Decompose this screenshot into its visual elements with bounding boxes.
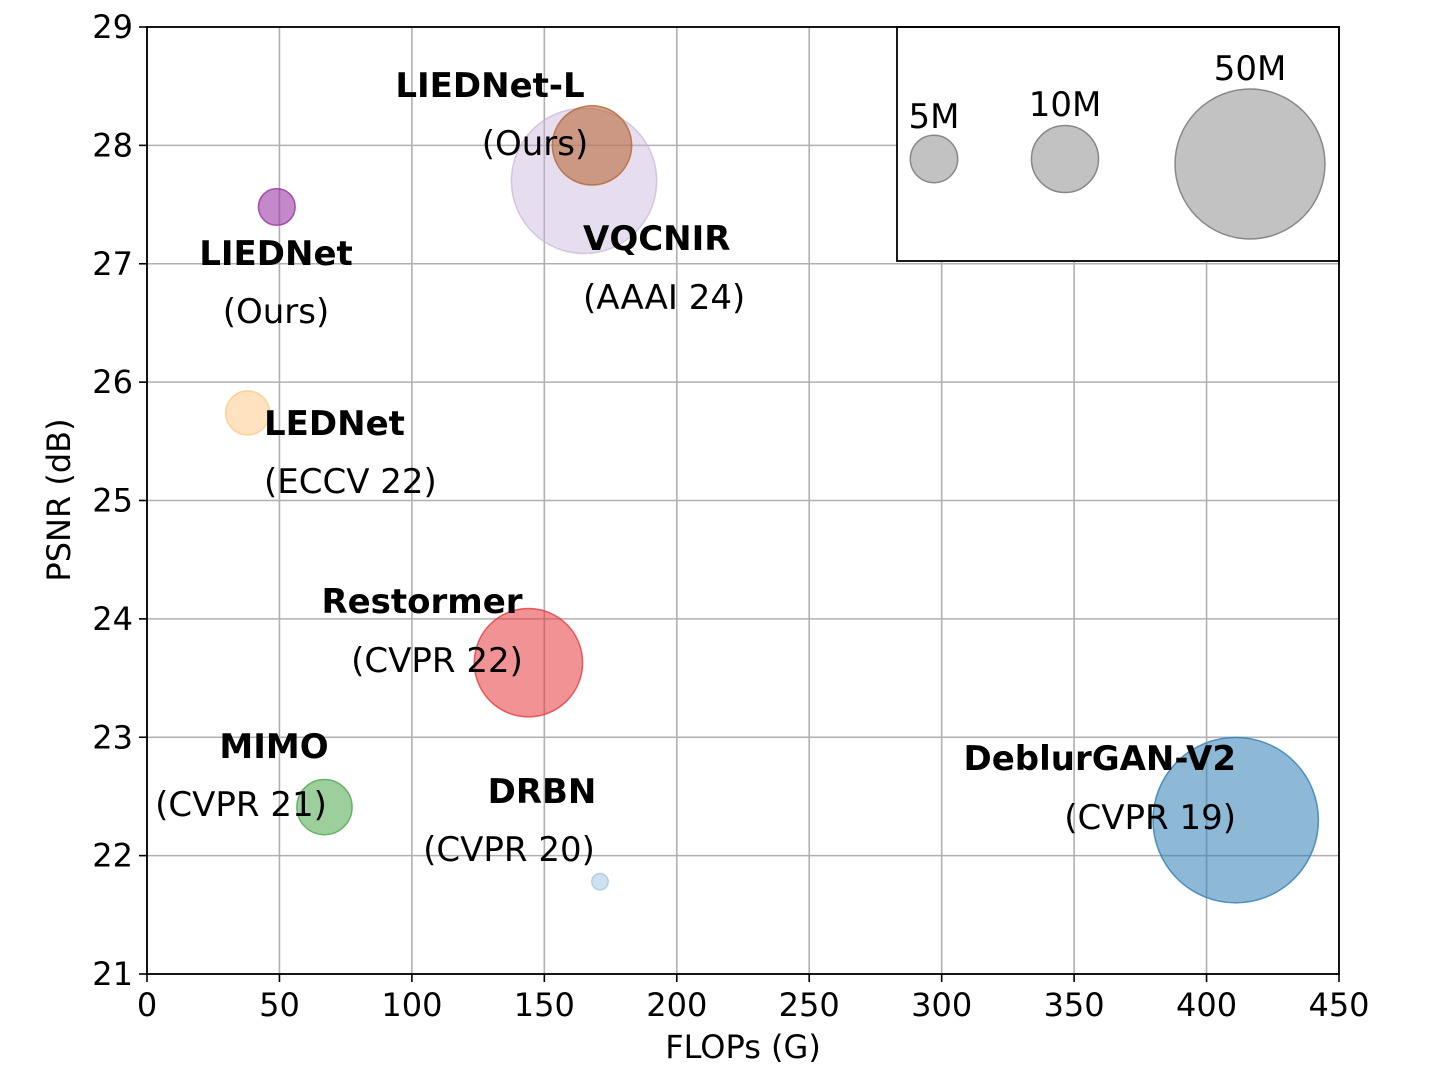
- bubble-liednet: [257, 187, 296, 227]
- y-tick-label: 21: [92, 955, 133, 993]
- x-tick-label: 50: [259, 986, 300, 1024]
- axis-ticks: 0 50 100 150 200 250 300 350 400 450 21 22 23 24 25 26 2…: [92, 8, 1369, 1024]
- bubble-lednet: [224, 390, 271, 436]
- x-tick-label: 250: [779, 986, 840, 1024]
- bubble-deblurgan-v2: [1152, 736, 1320, 904]
- size-legend-label-50m: 50M: [1214, 49, 1287, 89]
- label-mimo: MIMO: [219, 727, 328, 767]
- bubble-liednet-l: [551, 104, 633, 186]
- x-tick-label: 350: [1044, 986, 1105, 1024]
- y-tick-label: 22: [92, 837, 133, 875]
- x-tick-label: 0: [137, 986, 157, 1024]
- size-legend-bubble-10m: [1030, 124, 1100, 194]
- x-tick-label: 200: [646, 986, 707, 1024]
- x-axis-label: FLOPs (G): [665, 1028, 821, 1066]
- y-tick-label: 26: [92, 363, 133, 401]
- venue-liednet-l: (Ours): [482, 124, 589, 164]
- size-legend-bubble-50m: [1174, 88, 1326, 240]
- y-tick-label: 29: [92, 8, 133, 46]
- label-lednet: LEDNet: [264, 404, 405, 444]
- y-tick-label: 25: [92, 482, 133, 520]
- size-legend-label-5m: 5M: [909, 97, 960, 137]
- y-axis-label: PSNR (dB): [40, 418, 78, 581]
- bubbles: [224, 104, 1320, 904]
- y-tick-label: 24: [92, 600, 133, 638]
- venue-lednet: (ECCV 22): [264, 462, 437, 502]
- y-tick-label: 27: [92, 245, 133, 283]
- label-drbn: DRBN: [488, 772, 597, 812]
- venue-drbn: (CVPR 20): [423, 830, 595, 870]
- bubble-drbn: [590, 872, 609, 891]
- y-tick-label: 28: [92, 126, 133, 164]
- label-liednet: LIEDNet: [199, 234, 353, 274]
- y-tick-label: 23: [92, 718, 133, 756]
- x-tick-label: 450: [1308, 986, 1369, 1024]
- label-deblurgan-v2: DeblurGAN-V2: [963, 739, 1236, 779]
- x-tick-label: 300: [911, 986, 972, 1024]
- x-tick-label: 150: [514, 986, 575, 1024]
- venue-deblurgan-v2: (CVPR 19): [1064, 798, 1236, 838]
- venue-restormer: (CVPR 22): [351, 641, 523, 681]
- label-restormer: Restormer: [321, 582, 522, 622]
- venue-mimo: (CVPR 21): [155, 785, 327, 825]
- venue-liednet: (Ours): [223, 292, 330, 332]
- bubble-mimo: [296, 778, 353, 836]
- bubble-restormer: [473, 607, 584, 718]
- label-vqcnir: VQCNIR: [583, 219, 730, 259]
- x-tick-label: 100: [381, 986, 442, 1024]
- venue-vqcnir: (AAAI 24): [583, 278, 745, 318]
- size-legend: 5M 10M 50M: [896, 26, 1340, 262]
- point-labels: VQCNIR (AAAI 24) LIEDNet-L (Ours) LIEDNet (Ou…: [155, 66, 1236, 870]
- x-tick-label: 400: [1176, 986, 1237, 1024]
- size-legend-label-10m: 10M: [1029, 85, 1102, 125]
- size-legend-bubble-5m: [909, 134, 959, 184]
- label-liednet-l: LIEDNet-L: [395, 66, 584, 106]
